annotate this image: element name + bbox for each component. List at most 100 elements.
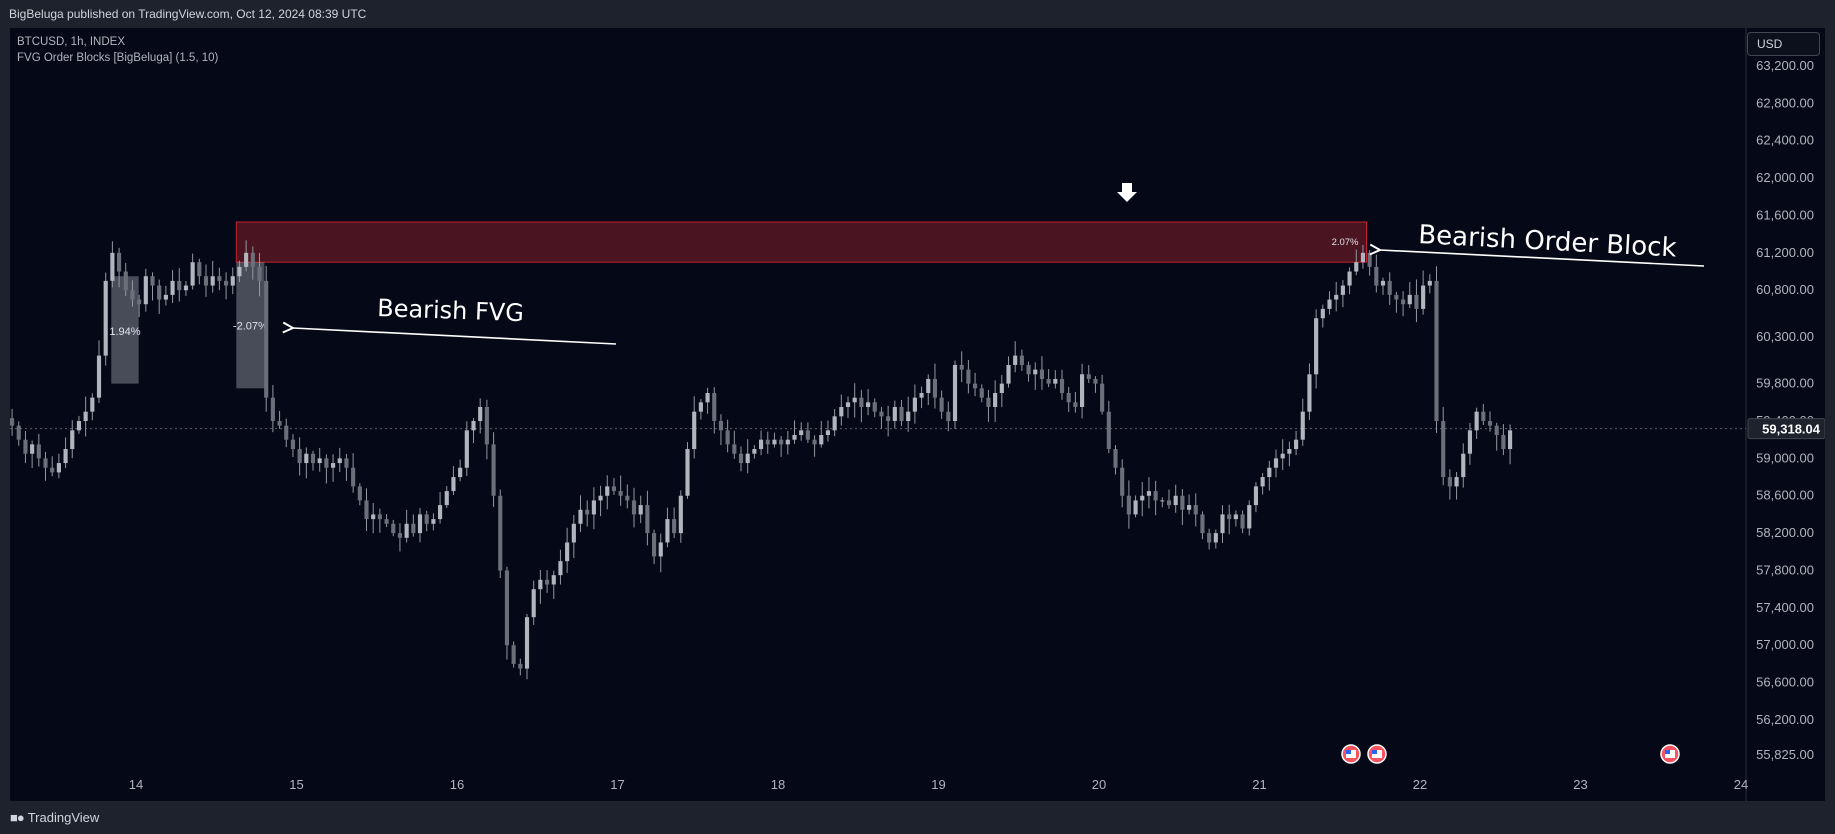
candle [1160, 497, 1165, 508]
candle [16, 421, 21, 446]
price-chart[interactable]: 63,200.00 62,800.00 62,400.00 62,000.00 61,6… [10, 28, 1825, 801]
candle [792, 420, 797, 444]
candle-body [444, 491, 449, 506]
y-tick-label: 60,800.00 [1756, 282, 1814, 297]
y-tick-label: 57,000.00 [1756, 637, 1814, 652]
candle-body [1146, 491, 1152, 496]
symbol-legend[interactable]: BTCUSD, 1h, INDEX [17, 36, 125, 48]
candle [1233, 510, 1238, 527]
candle [324, 454, 329, 484]
candle-body [1267, 467, 1272, 478]
time-axis: 14 15 16 17 18 19 20 21 22 23 24 [129, 777, 1748, 792]
candle-body [1113, 449, 1118, 468]
candle [531, 580, 536, 625]
candle-body [110, 252, 115, 281]
candle [50, 456, 55, 477]
candle-body [959, 364, 964, 370]
chart-pane[interactable]: 63,200.00 62,800.00 62,400.00 62,000.00 61,6… [10, 28, 1825, 801]
candle-body [50, 467, 55, 473]
candle-body [1066, 392, 1071, 403]
candle-body [117, 252, 122, 272]
candle [391, 519, 396, 537]
candle [1487, 411, 1493, 432]
candle [103, 272, 108, 366]
candle [364, 488, 369, 532]
candle [444, 486, 449, 508]
candle-body [585, 509, 590, 515]
candle-body [1100, 383, 1105, 412]
candle [137, 294, 142, 318]
candle-body [819, 435, 824, 445]
candle-body [792, 435, 797, 440]
candle [76, 415, 82, 434]
currency-button[interactable]: USD [1747, 32, 1820, 56]
candle-body [237, 266, 242, 277]
candle-body [1073, 402, 1078, 407]
candle [1287, 441, 1292, 467]
candle-body [1046, 378, 1051, 384]
candle-body [732, 444, 737, 454]
candle-body [451, 477, 456, 492]
x-tick-label: 21 [1252, 777, 1266, 792]
candle-body [1200, 514, 1205, 534]
candle [210, 260, 215, 293]
candle [1213, 529, 1218, 549]
candle [417, 507, 423, 543]
candle-body [518, 663, 523, 669]
candle-body [1447, 477, 1452, 487]
candle-body [83, 411, 88, 422]
candle [799, 422, 804, 441]
x-tick-label: 23 [1573, 777, 1587, 792]
candle [1501, 424, 1506, 456]
candle [150, 272, 155, 301]
candle-body [638, 505, 643, 515]
candle-body [297, 449, 302, 464]
candle-body [1220, 514, 1225, 534]
candle-body [1247, 505, 1252, 529]
candle-body [879, 411, 884, 417]
candle [424, 510, 429, 532]
candle-body [1227, 514, 1232, 520]
candle [1120, 459, 1125, 508]
candle-body [244, 252, 249, 267]
indicator-legend[interactable]: FVG Order Blocks [BigBeluga] (1.5, 10) [17, 52, 219, 64]
candle [1033, 362, 1038, 390]
candle-body [1133, 500, 1138, 515]
y-tick-label: 61,200.00 [1756, 245, 1814, 260]
candle-body [1053, 378, 1058, 384]
tradingview-logo-icon: ■● [10, 810, 25, 825]
candle [1387, 272, 1392, 305]
candle-body [1294, 439, 1299, 450]
candle [1019, 349, 1024, 371]
candle-body [1273, 458, 1279, 468]
tradingview-brand[interactable]: ■● TradingView [10, 810, 99, 825]
candle [1133, 495, 1138, 518]
candle-body [230, 276, 235, 286]
candle-body [1300, 411, 1305, 440]
candle-body [411, 523, 416, 534]
candle-body [43, 458, 48, 468]
candle-body [645, 505, 650, 534]
x-tick-label: 20 [1092, 777, 1106, 792]
candle-body [484, 406, 489, 445]
candle-body [932, 378, 938, 398]
candle [919, 386, 924, 409]
candle [110, 241, 115, 288]
candle-body [397, 533, 403, 538]
candle-body [1193, 505, 1198, 515]
candle [1260, 472, 1265, 495]
bearish-fvg-percent: -2.07% [233, 320, 268, 332]
candle [478, 398, 483, 434]
candle [571, 514, 576, 558]
y-tick-label: 58,200.00 [1756, 525, 1814, 540]
candle [825, 420, 831, 442]
candle [431, 513, 436, 531]
us-flag-icon [1367, 744, 1387, 764]
candle-body [1086, 374, 1091, 379]
candle-body [90, 397, 95, 412]
candle [1427, 274, 1432, 294]
candle [43, 451, 48, 481]
candle-body [899, 406, 904, 422]
candle [1026, 361, 1031, 382]
x-tick-label: 24 [1734, 777, 1748, 792]
